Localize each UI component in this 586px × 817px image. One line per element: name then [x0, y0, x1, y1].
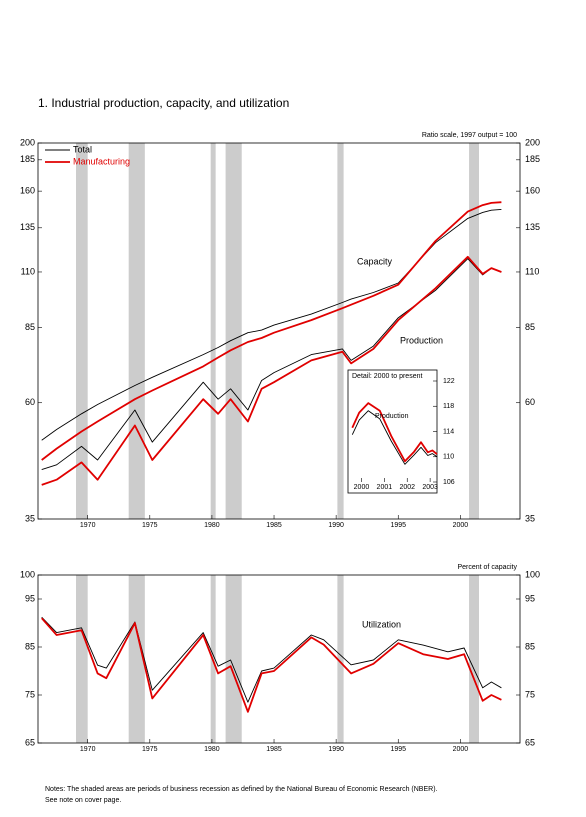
x-tick-label: 2003: [422, 484, 438, 491]
series-line: [41, 201, 502, 461]
x-tick-label: 1990: [328, 522, 344, 529]
x-tick-label: 1985: [266, 522, 282, 529]
y-tick-label: 85: [25, 641, 35, 651]
legend-label: Manufacturing: [73, 156, 130, 166]
recession-band: [128, 143, 145, 519]
y-tick-label: 160: [20, 186, 35, 196]
plot-frame: [37, 574, 521, 744]
y-tick-label: 85: [25, 322, 35, 332]
y-tick-label: 106: [443, 479, 455, 486]
y-tick-label: 100: [525, 569, 540, 579]
y-tick-label: 60: [525, 397, 535, 407]
series-line: [41, 255, 502, 486]
recession-band: [210, 143, 216, 519]
annotation: Production: [375, 413, 409, 420]
y-tick-label: 200: [525, 137, 540, 147]
y-tick-label: 110: [21, 266, 35, 276]
y-tick-label: 60: [25, 397, 35, 407]
y-tick-label: 114: [443, 428, 454, 435]
subtitle: Percent of capacity: [457, 564, 517, 571]
y-tick-label: 35: [525, 513, 535, 523]
y-tick-label: 110: [525, 266, 539, 276]
x-tick-label: 2001: [377, 484, 393, 491]
note: See note on cover page.: [45, 797, 121, 804]
recession-band: [469, 575, 480, 743]
x-tick-label: 1970: [80, 522, 96, 529]
recession-band: [469, 143, 480, 519]
series-line: [351, 410, 438, 465]
y-tick-label: 200: [20, 137, 35, 147]
x-tick-label: 2002: [399, 484, 415, 491]
y-tick-label: 135: [525, 222, 540, 232]
series-line: [41, 617, 502, 713]
y-tick-label: 65: [525, 737, 535, 747]
y-tick-label: 135: [20, 222, 35, 232]
chart-title: 1. Industrial production, capacity, and …: [38, 96, 289, 110]
series-line: [41, 258, 502, 471]
series-line: [41, 208, 502, 441]
recession-band: [225, 575, 242, 743]
recession-band: [337, 143, 344, 519]
note: Notes: The shaded areas are periods of b…: [45, 786, 438, 793]
annotation: Production: [400, 335, 443, 345]
plot-frame: [37, 142, 521, 520]
x-tick-label: 1985: [266, 746, 282, 753]
y-tick-label: 110: [443, 454, 454, 461]
y-tick-label: 185: [525, 154, 540, 164]
x-tick-label: 2000: [354, 484, 370, 491]
y-tick-label: 185: [20, 154, 35, 164]
y-tick-label: 65: [25, 737, 35, 747]
y-tick-label: 95: [25, 593, 35, 603]
x-tick-label: 2000: [453, 746, 469, 753]
y-tick-label: 85: [525, 322, 535, 332]
y-tick-label: 75: [25, 689, 35, 699]
recession-band: [337, 575, 344, 743]
x-tick-label: 1975: [142, 746, 158, 753]
recession-band: [76, 143, 88, 519]
annotation: Utilization: [362, 619, 401, 629]
subtitle: Ratio scale, 1997 output = 100: [422, 132, 517, 139]
x-tick-label: 1980: [204, 746, 220, 753]
recession-band: [76, 575, 88, 743]
y-tick-label: 118: [443, 403, 454, 410]
series-line: [351, 402, 438, 463]
x-tick-label: 2000: [453, 522, 469, 529]
series-line: [41, 616, 502, 703]
annotation: Capacity: [357, 256, 393, 266]
y-tick-label: 35: [25, 513, 35, 523]
y-tick-label: 160: [525, 186, 540, 196]
x-tick-label: 1995: [390, 746, 406, 753]
inset-title: Detail: 2000 to present: [352, 373, 422, 380]
x-tick-label: 1995: [390, 522, 406, 529]
x-tick-label: 1970: [80, 746, 96, 753]
recession-band: [128, 575, 145, 743]
x-tick-label: 1975: [142, 522, 158, 529]
x-tick-label: 1990: [328, 746, 344, 753]
legend-label: Total: [73, 144, 92, 154]
inset-frame: [347, 369, 438, 494]
y-tick-label: 95: [525, 593, 535, 603]
y-tick-label: 100: [20, 569, 35, 579]
recession-band: [225, 143, 242, 519]
x-tick-label: 1980: [204, 522, 220, 529]
y-tick-label: 85: [525, 641, 535, 651]
y-tick-label: 122: [443, 378, 455, 385]
y-tick-label: 75: [525, 689, 535, 699]
